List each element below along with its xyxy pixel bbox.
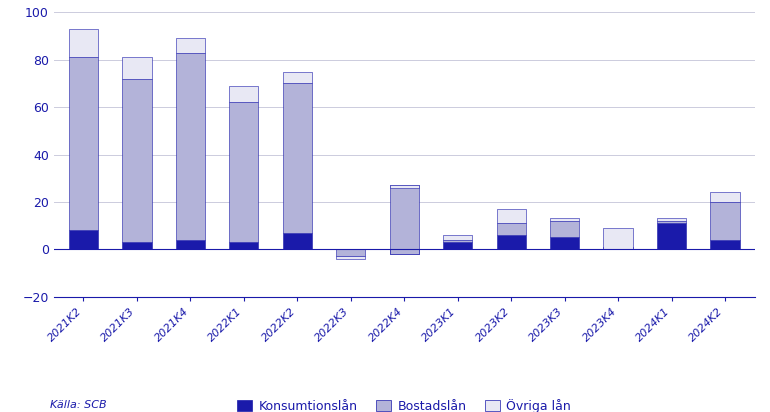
Text: Källa: SCB: Källa: SCB: [50, 400, 107, 410]
Bar: [390, 249, 419, 254]
Bar: [336, 256, 366, 259]
Legend: Konsumtionslån, Bostadslån, Övriga lån: Konsumtionslån, Bostadslån, Övriga lån: [233, 394, 576, 412]
Bar: [229, 103, 259, 242]
Bar: [122, 242, 152, 249]
Bar: [122, 79, 152, 242]
Bar: [443, 235, 473, 240]
Bar: [604, 247, 633, 249]
Bar: [497, 209, 526, 223]
Bar: [283, 72, 312, 84]
Bar: [604, 228, 633, 249]
Bar: [443, 242, 473, 249]
Bar: [711, 240, 740, 249]
Bar: [711, 192, 740, 202]
Bar: [176, 38, 205, 53]
Bar: [550, 221, 579, 237]
Bar: [390, 185, 419, 254]
Bar: [229, 242, 259, 249]
Bar: [604, 247, 633, 249]
Bar: [443, 240, 473, 242]
Bar: [497, 223, 526, 235]
Bar: [336, 249, 366, 256]
Bar: [657, 223, 686, 249]
Bar: [122, 57, 152, 79]
Bar: [69, 230, 98, 249]
Bar: [711, 202, 740, 240]
Bar: [176, 240, 205, 249]
Bar: [69, 57, 98, 230]
Bar: [283, 233, 312, 249]
Bar: [657, 218, 686, 221]
Bar: [550, 237, 579, 249]
Bar: [550, 218, 579, 221]
Bar: [497, 235, 526, 249]
Bar: [657, 221, 686, 223]
Bar: [176, 53, 205, 240]
Bar: [229, 86, 259, 103]
Bar: [390, 185, 419, 188]
Bar: [283, 84, 312, 233]
Bar: [69, 29, 98, 57]
